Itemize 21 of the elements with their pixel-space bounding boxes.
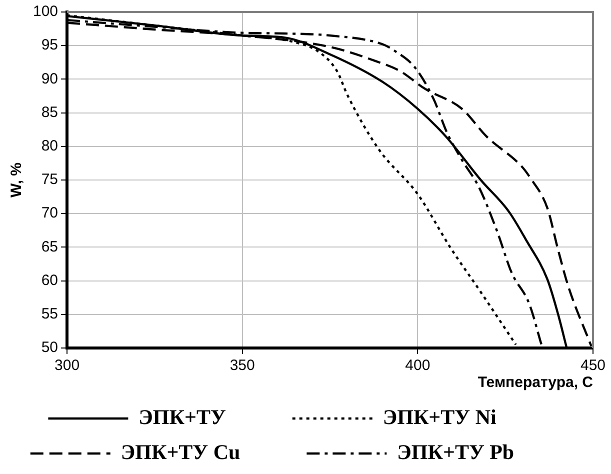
x-tick-label: 400 [405, 357, 430, 374]
legend-label: ЭПК+ТУ Pb [397, 440, 567, 464]
y-tick-label: 65 [41, 238, 58, 256]
legend-label: ЭПК+ТУ [138, 404, 278, 429]
y-tick-label: 90 [41, 70, 58, 88]
legend-label: ЭПК+ТУ Cu [120, 440, 293, 464]
y-tick-label: 80 [41, 138, 58, 155]
x-tick-label: 350 [230, 357, 255, 374]
legend-label: ЭПК+ТУ Ni [382, 404, 549, 429]
y-tick-label: 85 [41, 104, 58, 121]
x-axis-title: Температура, С [478, 374, 594, 392]
x-tick-label: 450 [580, 357, 606, 374]
y-axis-title: W, % [8, 162, 26, 198]
y-tick-label: 60 [41, 272, 58, 289]
y-tick-label: 95 [41, 36, 58, 54]
y-tick-label: 50 [41, 339, 58, 356]
y-tick-label: 70 [41, 204, 58, 222]
y-tick-label: 75 [41, 171, 58, 188]
x-tick-label: 300 [54, 357, 80, 374]
y-tick-label: 100 [32, 3, 58, 20]
y-tick-label: 55 [41, 306, 58, 323]
